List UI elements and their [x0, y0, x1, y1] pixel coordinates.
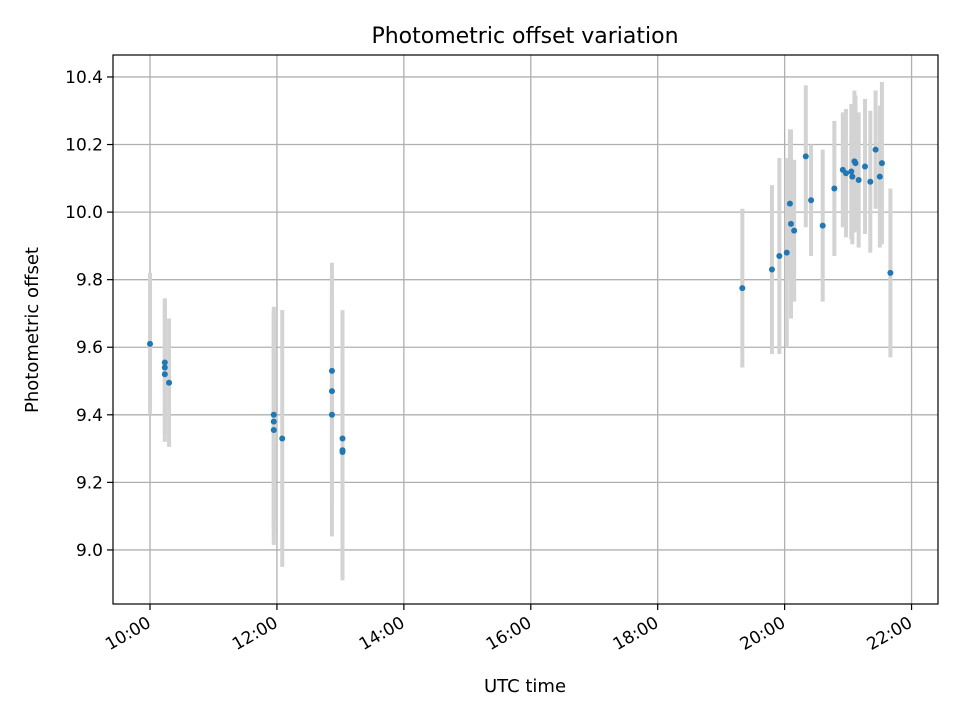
data-point: [147, 340, 154, 347]
y-tick-label: 9.6: [76, 338, 103, 358]
data-point: [270, 427, 277, 434]
data-point: [831, 185, 838, 192]
data-point: [848, 168, 855, 175]
data-point: [783, 249, 790, 256]
y-tick-label: 10.4: [65, 68, 103, 88]
data-point: [852, 160, 859, 167]
data-point: [786, 200, 793, 207]
data-point: [819, 222, 826, 229]
x-axis-label: UTC time: [484, 676, 566, 697]
data-point: [161, 371, 168, 378]
data-point: [270, 411, 277, 418]
data-point: [862, 163, 869, 170]
data-point: [161, 359, 168, 366]
data-points: [147, 146, 894, 455]
data-point: [802, 153, 809, 160]
data-point: [328, 411, 335, 418]
data-point: [876, 173, 883, 180]
data-point: [867, 178, 874, 185]
grid: [113, 55, 938, 604]
data-point: [328, 367, 335, 374]
plot-frame: [112, 54, 939, 605]
data-point: [855, 177, 862, 184]
chart-title: Photometric offset variation: [371, 24, 678, 49]
y-tick-label: 10.2: [65, 136, 103, 156]
data-point: [739, 285, 746, 292]
data-point: [808, 197, 815, 204]
data-point: [787, 220, 794, 227]
data-point: [161, 364, 168, 371]
y-tick-label: 10.0: [65, 203, 103, 223]
y-tick-label: 9.0: [76, 541, 103, 561]
data-point: [791, 227, 798, 234]
data-point: [328, 388, 335, 395]
data-point: [339, 435, 346, 442]
data-point: [842, 170, 849, 177]
data-point: [849, 173, 856, 180]
data-point: [878, 160, 885, 167]
y-tick-label: 9.4: [76, 406, 103, 426]
data-point: [270, 418, 277, 425]
y-tick-label: 9.8: [76, 271, 103, 291]
data-point: [887, 269, 894, 276]
data-point: [872, 146, 879, 153]
y-axis-label: Photometric offset: [22, 247, 43, 413]
data-point: [166, 379, 173, 386]
data-point: [279, 435, 286, 442]
data-point: [776, 253, 783, 260]
y-axis-ticks: 9.0 9.2 9.4 9.6 9.8 10.0 10.2 10.4: [65, 68, 113, 561]
data-point: [339, 448, 346, 455]
y-tick-label: 9.2: [76, 473, 103, 493]
data-point: [768, 266, 775, 273]
